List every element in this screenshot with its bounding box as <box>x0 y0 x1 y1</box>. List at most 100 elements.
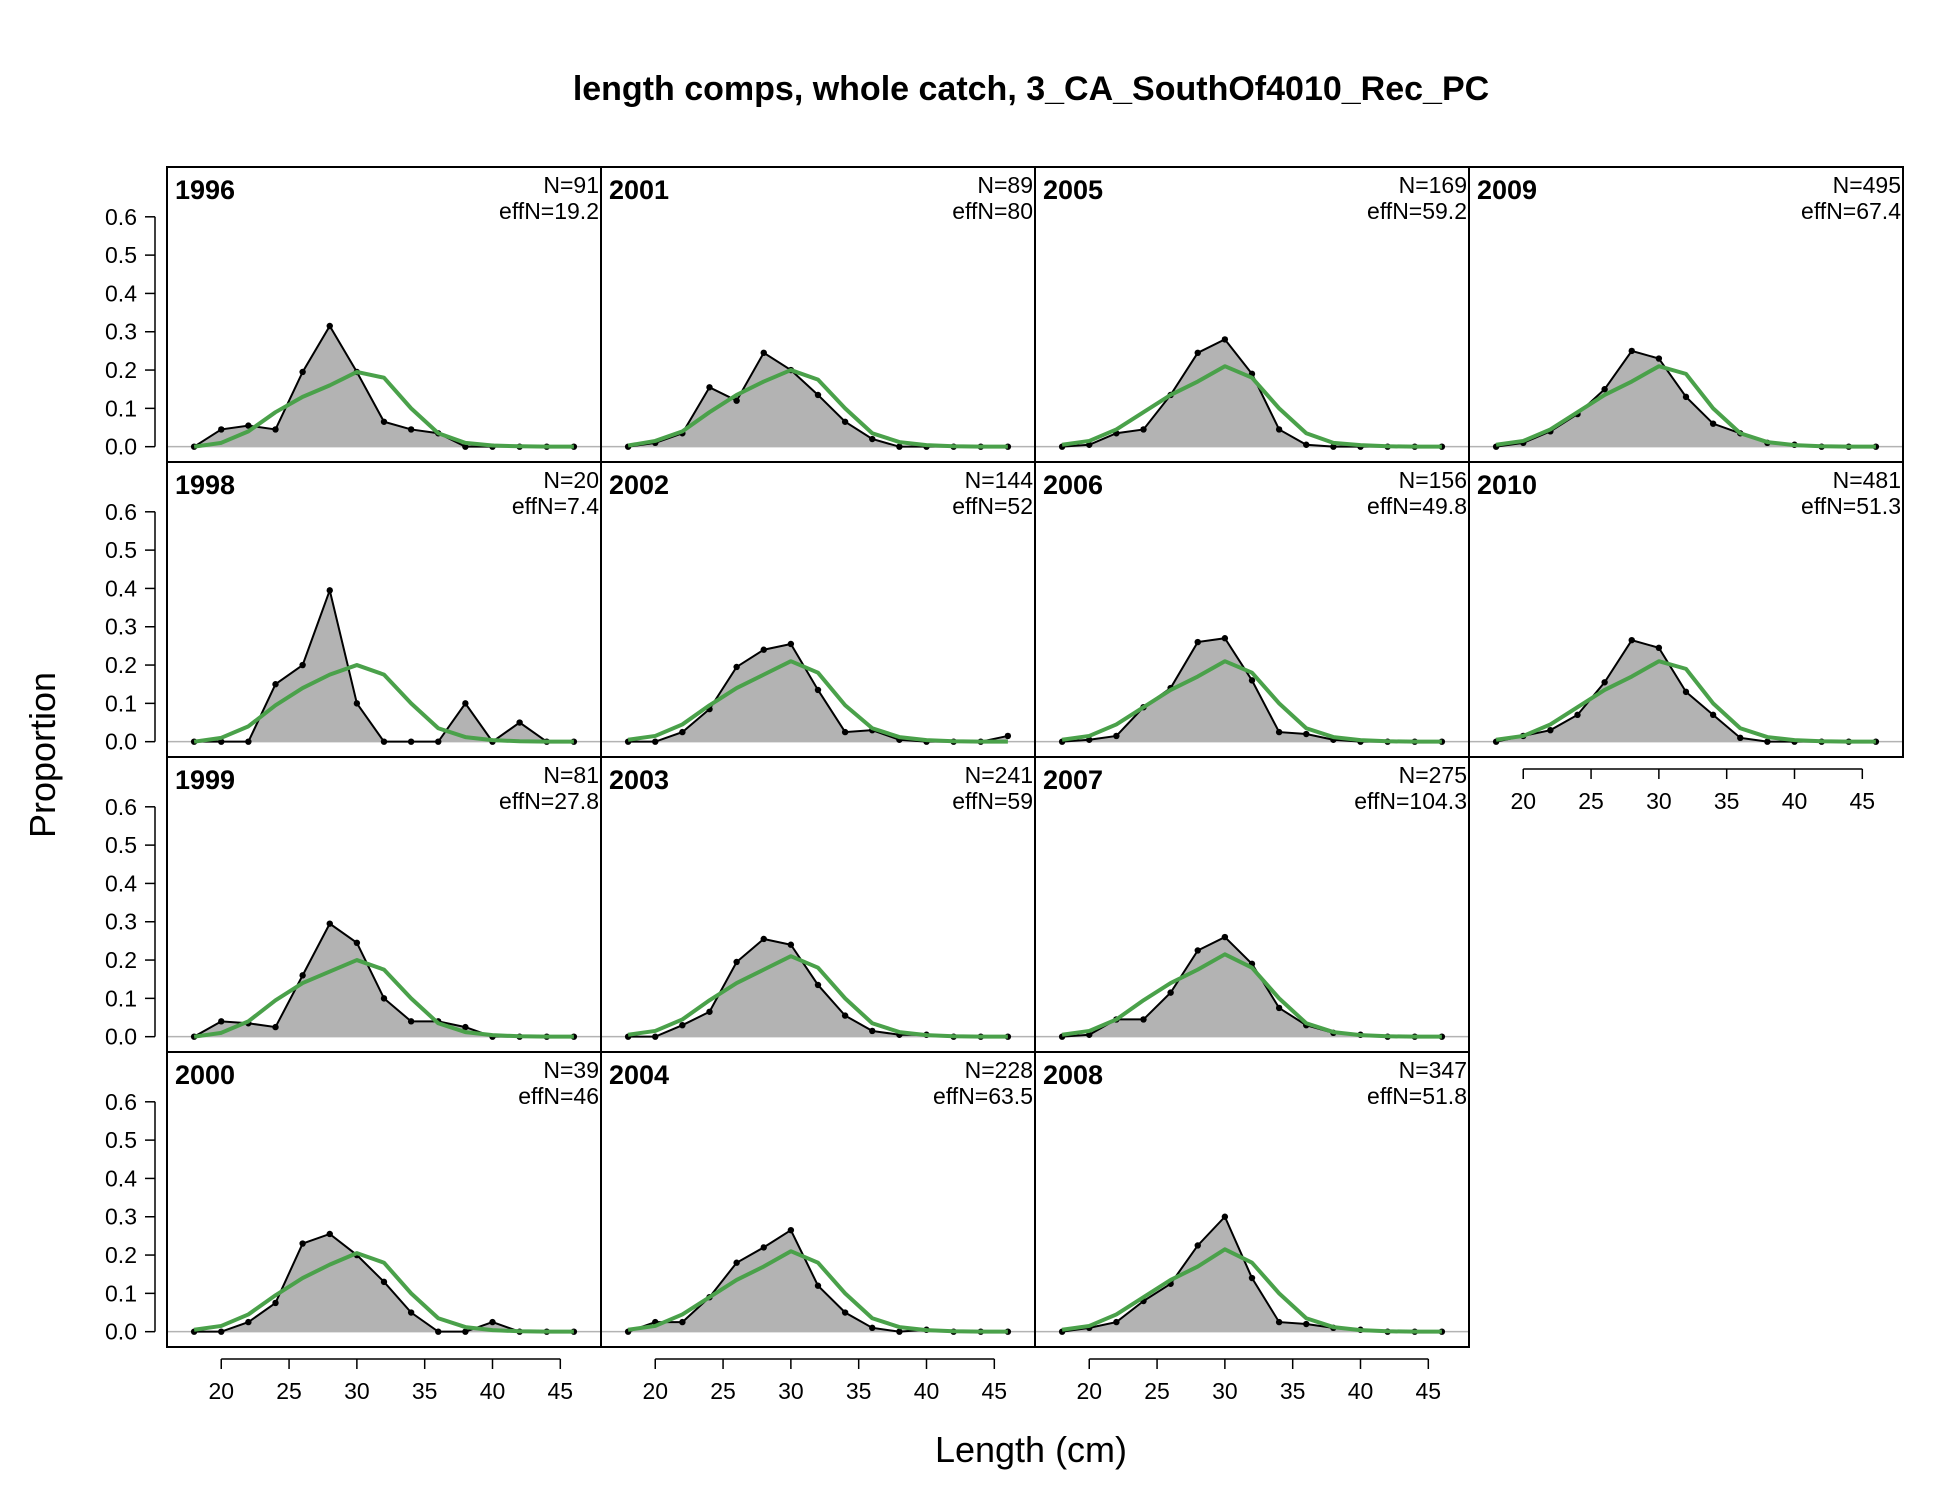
observed-area <box>1062 937 1442 1037</box>
x-tick-label: 30 <box>344 1378 370 1404</box>
x-tick-label: 45 <box>548 1378 574 1404</box>
panel-effn-label: effN=67.4 <box>1801 198 1901 224</box>
panel-n-label: N=39 <box>543 1057 599 1083</box>
observed-point <box>272 681 279 688</box>
observed-point <box>435 1328 442 1335</box>
observed-area <box>1062 1216 1442 1332</box>
observed-point <box>299 972 306 979</box>
observed-area <box>194 325 574 447</box>
observed-point <box>787 1226 795 1234</box>
observed-point <box>1194 638 1201 646</box>
observed-point <box>841 418 849 425</box>
observed-point <box>841 1309 849 1316</box>
observed-point <box>787 941 795 948</box>
chart-title: length comps, whole catch, 3_CA_SouthOf4… <box>573 70 1489 108</box>
observed-point <box>1601 386 1608 393</box>
y-tick-label: 0.4 <box>105 1165 137 1191</box>
observed-point <box>841 728 849 736</box>
observed-point <box>1194 1242 1201 1249</box>
observed-point <box>1303 730 1310 738</box>
panel-year-label: 2010 <box>1477 470 1537 500</box>
expected-line <box>627 1249 1008 1334</box>
panel-effn-label: effN=46 <box>518 1083 599 1109</box>
observed-point <box>1764 738 1771 745</box>
panel-year-label: 1998 <box>175 470 235 500</box>
observed-point <box>1628 347 1635 355</box>
observed-point <box>462 443 469 450</box>
panel-year-label: 2009 <box>1477 175 1537 205</box>
x-tick-label: 35 <box>412 1378 438 1404</box>
observed-area <box>1062 339 1442 447</box>
observed-point <box>652 1033 659 1040</box>
observed-point <box>706 1008 713 1015</box>
panel-year-label: 1996 <box>175 175 235 205</box>
observed-point <box>272 426 279 433</box>
panel-year-label: 2004 <box>609 1060 669 1090</box>
observed-point <box>814 686 822 694</box>
observed-point <box>1682 688 1690 696</box>
observed-point <box>1655 644 1663 652</box>
observed-point <box>814 981 822 989</box>
observed-point <box>1601 679 1608 686</box>
x-axis-label: Length (cm) <box>935 1429 1127 1470</box>
observed-point <box>733 397 740 404</box>
observed-point <box>435 738 442 745</box>
x-tick-label: 25 <box>1578 788 1604 814</box>
y-tick-label: 0.1 <box>105 690 137 716</box>
observed-point <box>869 1027 876 1035</box>
observed-area <box>628 1230 1008 1332</box>
observed-point <box>1140 1016 1147 1023</box>
observed-point <box>760 349 767 357</box>
panel-n-label: N=347 <box>1399 1057 1467 1083</box>
x-tick-label: 20 <box>208 1378 234 1404</box>
observed-point <box>1303 441 1310 448</box>
observed-point <box>407 1309 415 1316</box>
y-tick-label: 0.2 <box>105 1242 137 1268</box>
x-tick-label: 35 <box>846 1378 872 1404</box>
panel-effn-label: effN=59 <box>952 788 1033 814</box>
panel-n-label: N=91 <box>543 172 599 198</box>
x-tick-label: 20 <box>642 1378 668 1404</box>
y-tick-label: 0.6 <box>105 1089 137 1115</box>
observed-point <box>1140 426 1147 433</box>
expected-line <box>193 958 574 1039</box>
observed-point <box>1628 636 1635 644</box>
observed-point <box>896 443 903 450</box>
observed-point <box>326 587 333 594</box>
panel-n-label: N=144 <box>965 467 1034 493</box>
observed-point <box>679 728 686 736</box>
y-tick-label: 0.4 <box>105 575 137 601</box>
observed-point <box>814 391 822 399</box>
panel-n-label: N=169 <box>1399 172 1467 198</box>
y-tick-label: 0.5 <box>105 242 137 268</box>
panel-year-label: 2007 <box>1043 765 1103 795</box>
observed-point <box>1248 1274 1256 1282</box>
observed-point <box>353 939 361 947</box>
y-tick-label: 0.5 <box>105 537 137 563</box>
x-tick-label: 40 <box>1782 788 1808 814</box>
observed-point <box>652 738 659 745</box>
observed-area <box>1496 640 1876 742</box>
observed-point <box>787 640 795 648</box>
y-tick-label: 0.0 <box>105 1319 137 1345</box>
x-tick-label: 30 <box>778 1378 804 1404</box>
y-tick-label: 0.5 <box>105 1127 137 1153</box>
panel-effn-label: effN=27.8 <box>499 788 599 814</box>
y-axis-label: Proportion <box>22 672 63 838</box>
x-tick-label: 20 <box>1076 1378 1102 1404</box>
x-tick-label: 35 <box>1714 788 1740 814</box>
expected-line <box>627 659 1008 744</box>
observed-point <box>272 1023 279 1031</box>
expected-line <box>1061 659 1442 744</box>
panel-year-label: 2008 <box>1043 1060 1103 1090</box>
expected-line <box>1495 659 1876 744</box>
observed-point <box>489 1318 496 1326</box>
x-tick-label: 35 <box>1280 1378 1306 1404</box>
y-tick-label: 0.3 <box>105 614 137 640</box>
